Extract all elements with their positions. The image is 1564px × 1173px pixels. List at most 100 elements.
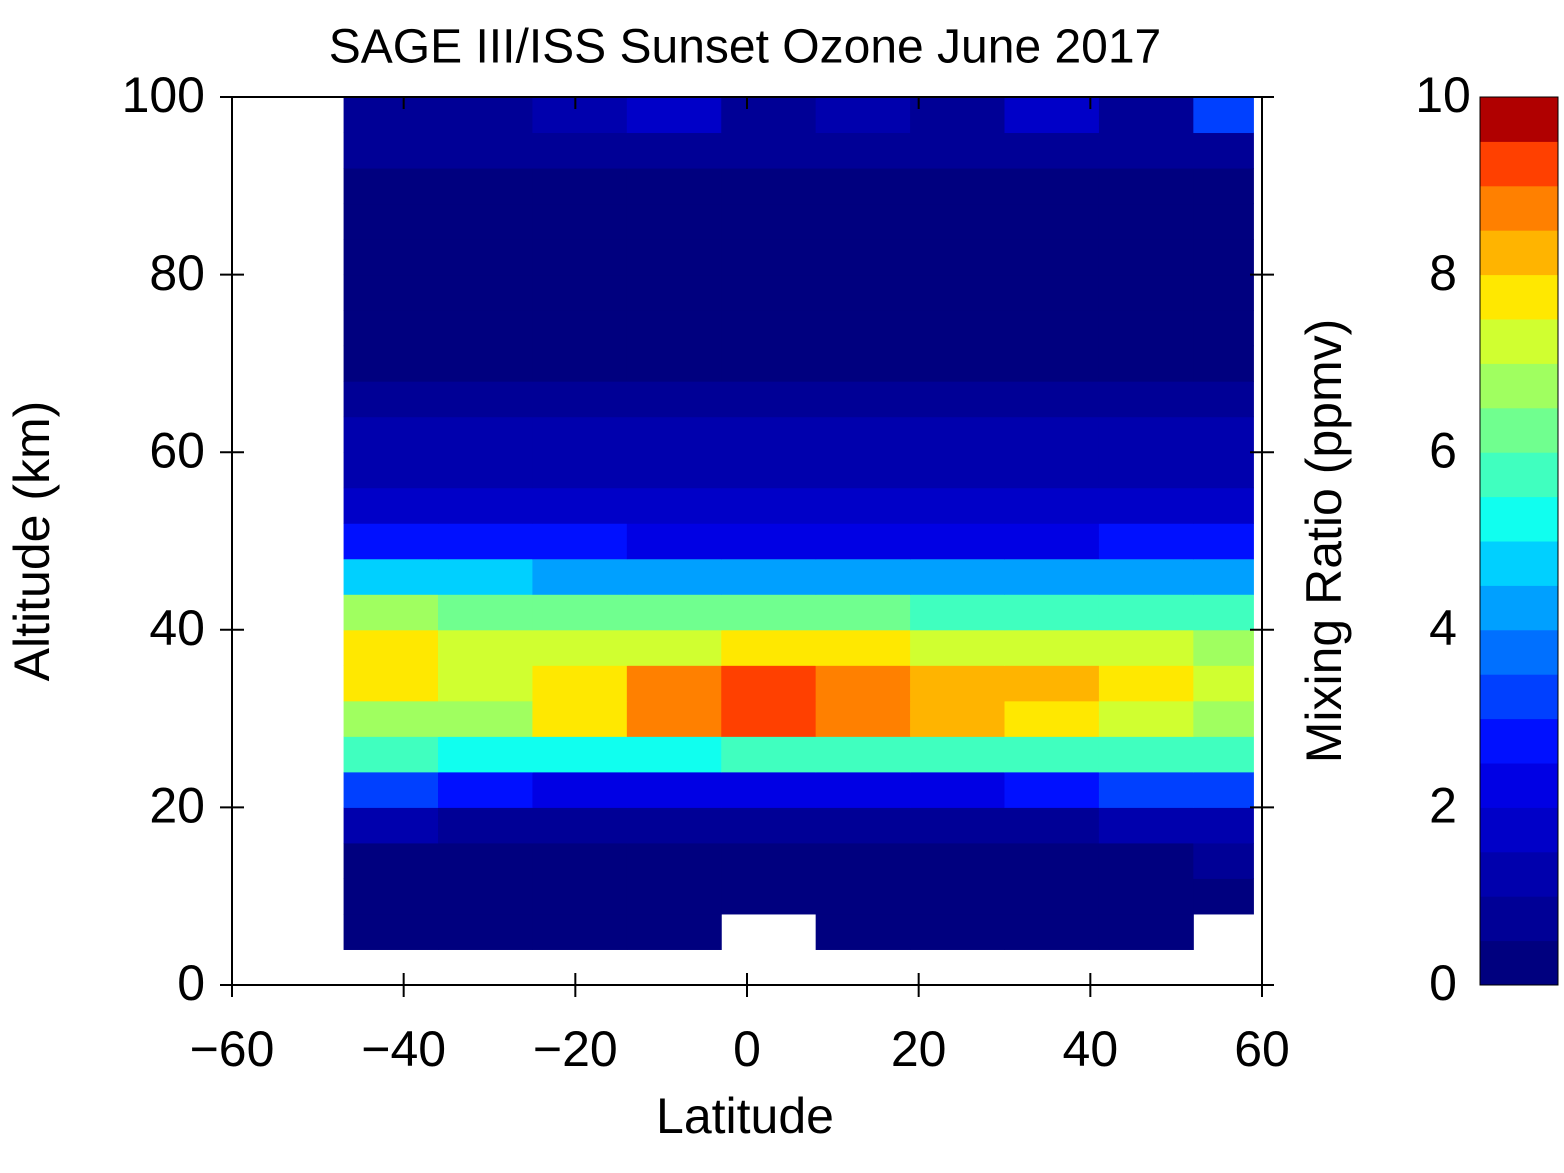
heatmap-cell [1004,771,1100,808]
heatmap-cell [626,97,722,134]
heatmap-cell [1193,97,1254,134]
heatmap-cell [721,97,817,134]
x-axis-label: Latitude [656,1088,834,1144]
heatmap-cell [626,345,722,382]
heatmap-cell [815,203,911,240]
heatmap-cell [626,771,722,808]
heatmap-cell [1193,594,1254,631]
heatmap-cell [910,878,1005,915]
heatmap-cell [626,807,722,844]
heatmap-cell [626,203,722,240]
colorbar-tick-label: 0 [1429,955,1457,1011]
heatmap-cell [1193,274,1254,311]
heatmap-cell [343,381,439,418]
heatmap-cell [626,913,722,950]
heatmap-cell [438,487,533,524]
heatmap-cell [438,310,533,347]
heatmap-cell [532,168,628,205]
heatmap-cell [626,452,722,489]
heatmap-cell [721,487,817,524]
heatmap-cell [1098,452,1194,489]
heatmap-cell [1193,203,1254,240]
colorbar-swatch [1480,585,1558,631]
heatmap-cell [1193,381,1254,418]
heatmap-cell [343,132,439,169]
heatmap-cell [910,132,1005,169]
heatmap-cell [626,736,722,773]
heatmap-cell [626,381,722,418]
heatmap-cell [438,807,533,844]
heatmap-cell [1004,381,1100,418]
y-tick-label: 20 [149,778,205,834]
heatmap-cell [438,168,533,205]
y-tick-label: 40 [149,600,205,656]
heatmap-cell [721,594,817,631]
heatmap-cell [1004,523,1100,560]
x-tick-label: −60 [190,1021,275,1077]
heatmap-cell [1098,132,1194,169]
colorbar-tick-label: 10 [1415,67,1471,123]
heatmap-cell [721,203,817,240]
heatmap-cell [1193,345,1254,382]
heatmap-cell [532,594,628,631]
heatmap-cell [626,274,722,311]
heatmap-cell [1098,771,1194,808]
heatmap-cell [532,771,628,808]
colorbar-swatch [1480,230,1558,276]
colorbar-swatch [1480,896,1558,942]
y-tick-label: 60 [149,422,205,478]
heatmap-cell [910,629,1005,666]
heatmap-cell [626,878,722,915]
heatmap-cell [626,523,722,560]
heatmap-cell [910,558,1005,595]
heatmap-cell [721,807,817,844]
heatmap-cell [626,487,722,524]
heatmap-cell [1004,97,1100,134]
heatmap-cell [626,416,722,453]
heatmap-cell [343,736,439,773]
heatmap-cell [438,239,533,276]
heatmap-cell [910,594,1005,631]
heatmap-cell [910,452,1005,489]
heatmap-cell [1193,168,1254,205]
heatmap-cell [626,629,722,666]
heatmap-cell [438,523,533,560]
heatmap-cell [626,132,722,169]
y-tick-label: 0 [177,955,205,1011]
heatmap-cell [721,629,817,666]
heatmap-cell [1098,878,1194,915]
heatmap-cell [532,310,628,347]
x-tick-label: 60 [1234,1021,1290,1077]
heatmap-cell [721,700,817,737]
heatmap-cell [1098,736,1194,773]
heatmap-cell [532,700,628,737]
heatmap-cell [438,771,533,808]
heatmap-cell [910,736,1005,773]
heatmap-cell [626,239,722,276]
colorbar-swatch [1480,407,1558,453]
x-tick-label: 20 [891,1021,947,1077]
heatmap-cell [1004,700,1100,737]
heatmap-cell [1098,523,1194,560]
heatmap-cell [532,487,628,524]
heatmap-cell [343,416,439,453]
heatmap-cell [721,452,817,489]
colorbar-swatch [1480,452,1558,498]
heatmap-cell [343,807,439,844]
heatmap-cell [626,558,722,595]
colorbar-swatch [1480,674,1558,720]
heatmap-cell [532,665,628,702]
heatmap-cell [343,97,439,134]
heatmap-cell [1004,239,1100,276]
heatmap-cell [721,878,817,915]
heatmap-cell [1098,239,1194,276]
heatmap-cell [343,878,439,915]
heatmap-cell [910,274,1005,311]
heatmap-cell [910,168,1005,205]
heatmap-cell [1098,594,1194,631]
heatmap-cell [438,416,533,453]
y-axis-label: Altitude (km) [4,401,60,682]
heatmap-cell [343,487,439,524]
heatmap-cell [1193,523,1254,560]
heatmap-cell [1098,487,1194,524]
